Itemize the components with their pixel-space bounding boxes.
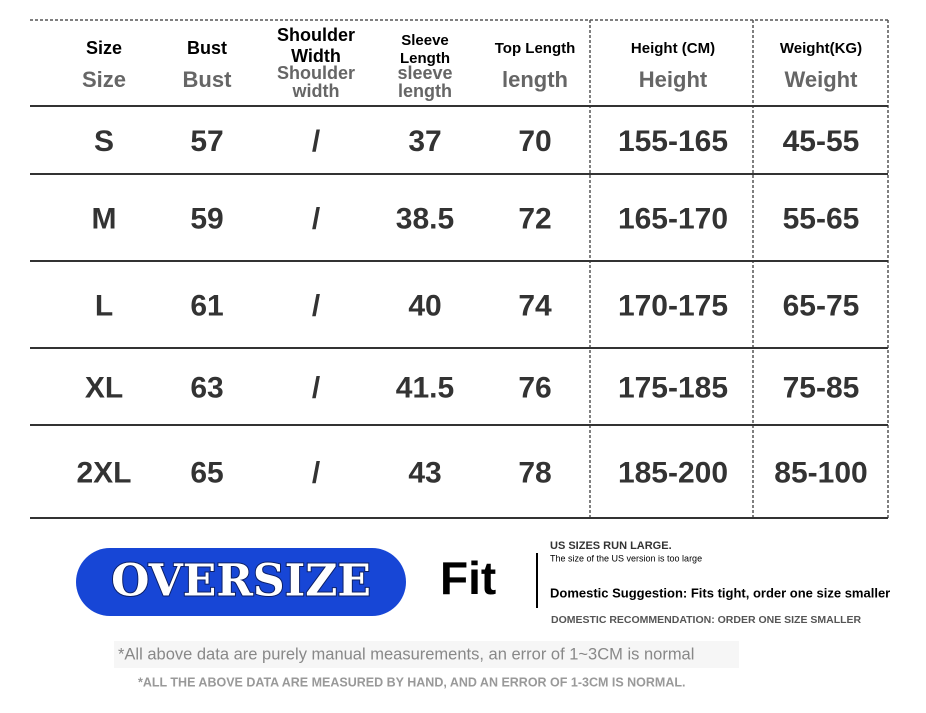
note: DOMESTIC RECOMMENDATION: ORDER ONE SIZE …: [551, 614, 862, 626]
column-header: Weight(KG): [780, 40, 862, 57]
column-subheader: Shoulder width: [277, 63, 355, 101]
cell: /: [312, 289, 321, 322]
footnote: *ALL THE ABOVE DATA ARE MEASURED BY HAND…: [138, 675, 685, 689]
cell: 170-175: [618, 289, 728, 322]
column-header: Bust: [187, 38, 227, 58]
fit-label: Fit: [440, 552, 496, 604]
cell: /: [312, 456, 321, 489]
cell: /: [312, 125, 321, 158]
cell: 38.5: [396, 202, 454, 235]
column-subheader: Bust: [183, 67, 233, 92]
cell: 74: [518, 289, 552, 322]
note: US SIZES RUN LARGE.: [550, 540, 672, 552]
cell: 37: [408, 125, 441, 158]
cell: 75-85: [783, 371, 860, 404]
cell: /: [312, 371, 321, 404]
cell: 43: [408, 456, 441, 489]
cell: 57: [190, 125, 223, 158]
cell: 55-65: [783, 202, 860, 235]
cell: /: [312, 202, 321, 235]
cell: 165-170: [618, 202, 728, 235]
note: Domestic Suggestion: Fits tight, order o…: [550, 585, 890, 600]
cell: L: [95, 289, 113, 322]
footnote-bg: [114, 641, 739, 668]
cell: 175-185: [618, 371, 728, 404]
note: The size of the US version is too large: [550, 553, 702, 563]
cell: XL: [85, 371, 123, 404]
column-header: Top Length: [495, 40, 576, 57]
cell: 63: [190, 371, 223, 404]
cell: 155-165: [618, 125, 728, 158]
column-subheader: Weight: [785, 67, 859, 92]
cell: 2XL: [76, 456, 131, 489]
cell: 76: [518, 371, 551, 404]
cell: 85-100: [774, 456, 867, 489]
column-header: Shoulder Width: [277, 25, 355, 66]
column-subheader: Height: [639, 67, 708, 92]
cell: 72: [518, 202, 551, 235]
cell: 45-55: [783, 125, 860, 158]
cell: 40: [408, 289, 441, 322]
cell: 78: [518, 456, 551, 489]
cell: 185-200: [618, 456, 728, 489]
column-header: Height (CM): [631, 40, 715, 57]
column-header: Sleeve Length: [400, 32, 450, 67]
cell: 41.5: [396, 371, 454, 404]
cell: 61: [190, 289, 223, 322]
cell: 65-75: [783, 289, 860, 322]
cell: 59: [190, 202, 223, 235]
cell: M: [92, 202, 117, 235]
cell: 70: [518, 125, 551, 158]
badge-text: OVERSIZE: [111, 556, 371, 607]
column-subheader: Size: [82, 67, 126, 92]
footnote: *All above data are purely manual measur…: [118, 645, 694, 663]
oversize-badge: [76, 548, 406, 616]
column-subheader: length: [502, 67, 568, 92]
column-header: Size: [86, 38, 122, 58]
cell: S: [94, 125, 114, 158]
column-subheader: sleeve length: [397, 63, 452, 101]
cell: 65: [190, 456, 223, 489]
